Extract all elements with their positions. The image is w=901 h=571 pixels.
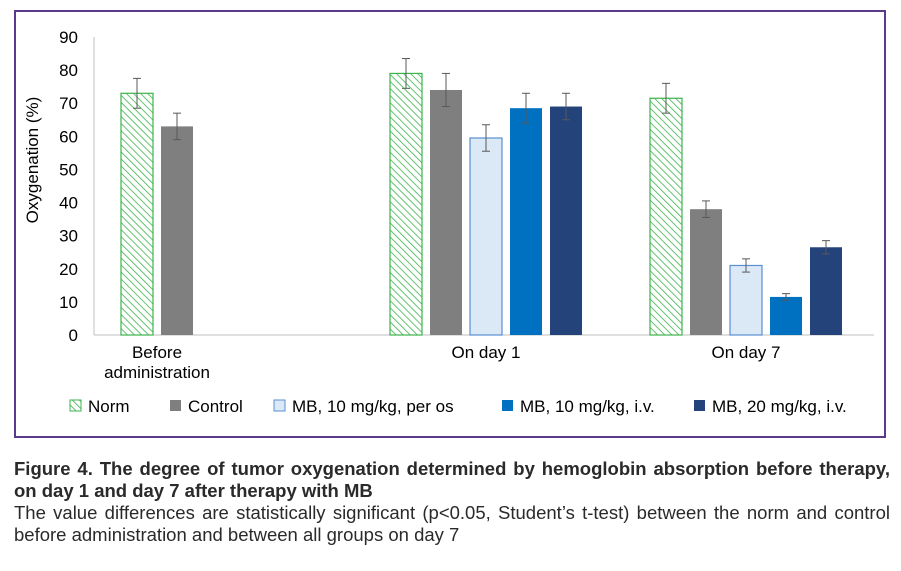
bar [120,92,154,336]
legend-label: MB, 10 mg/kg, i.v. [520,397,655,416]
bar [510,108,542,335]
legend-swatch [502,400,513,411]
legend-swatch [170,400,181,411]
y-tick-label: 60 [59,127,78,146]
y-tick-label: 0 [69,326,78,345]
bar [430,89,462,335]
chart-frame: 0 10 20 30 40 50 60 70 80 90 Before administration… [14,10,886,438]
bar [729,264,763,336]
y-tick-label: 50 [59,160,78,179]
bar [550,106,582,336]
figure-caption: Figure 4. The degree of tumor oxygenatio… [14,458,890,546]
x-tick-label: administration [104,363,210,382]
bar [389,72,423,336]
legend-label: MB, 20 mg/kg, i.v. [712,397,847,416]
y-tick-label: 40 [59,194,78,213]
x-tick-label: On day 7 [712,343,781,362]
legend-swatch [273,399,286,412]
axes: 0 10 20 30 40 50 60 70 80 90 [59,28,874,345]
error-bars [133,58,830,301]
legend-label: MB, 10 mg/kg, per os [292,397,454,416]
y-tick-label: 20 [59,260,78,279]
legend-swatch [69,399,82,412]
caption-note: The value differences are statistically … [14,502,890,545]
bar [810,247,842,335]
y-axis-label: Oxygenation (%) [23,97,42,224]
legend: Norm Control MB, 10 mg/kg, per os MB, 10 mg… [69,397,847,416]
y-tick-label: 10 [59,293,78,312]
bar [161,126,193,336]
bar [469,137,503,336]
y-tick-label: 80 [59,61,78,80]
bar [770,296,802,335]
x-tick-label: On day 1 [452,343,521,362]
caption-title: Figure 4. The degree of tumor oxygenatio… [14,458,890,501]
bar [690,209,722,335]
x-tick-label: Before [132,343,182,362]
y-tick-label: 90 [59,28,78,47]
y-tick-label: 70 [59,94,78,113]
bar-chart: 0 10 20 30 40 50 60 70 80 90 Beforeadministration… [23,28,874,416]
bar [649,97,683,336]
legend-swatch [694,400,705,411]
legend-label: Norm [88,397,130,416]
legend-label: Control [188,397,243,416]
bars [120,72,842,336]
y-tick-label: 30 [59,227,78,246]
